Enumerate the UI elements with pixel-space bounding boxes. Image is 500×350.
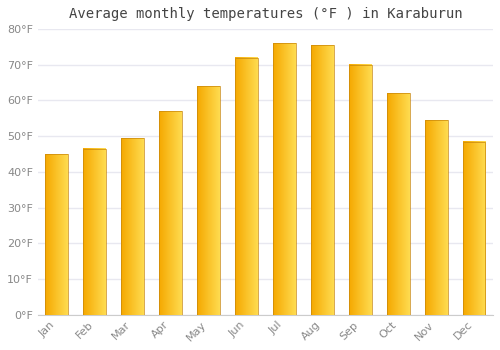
Bar bbox=[235, 58, 258, 315]
Title: Average monthly temperatures (°F ) in Karaburun: Average monthly temperatures (°F ) in Ka… bbox=[68, 7, 462, 21]
Bar bbox=[197, 86, 220, 315]
Bar bbox=[311, 45, 334, 315]
Bar bbox=[387, 93, 409, 315]
Bar bbox=[349, 65, 372, 315]
Bar bbox=[122, 138, 144, 315]
Bar bbox=[425, 120, 448, 315]
Bar bbox=[273, 43, 296, 315]
Bar bbox=[159, 111, 182, 315]
Bar bbox=[84, 149, 106, 315]
Bar bbox=[46, 154, 68, 315]
Bar bbox=[462, 141, 485, 315]
